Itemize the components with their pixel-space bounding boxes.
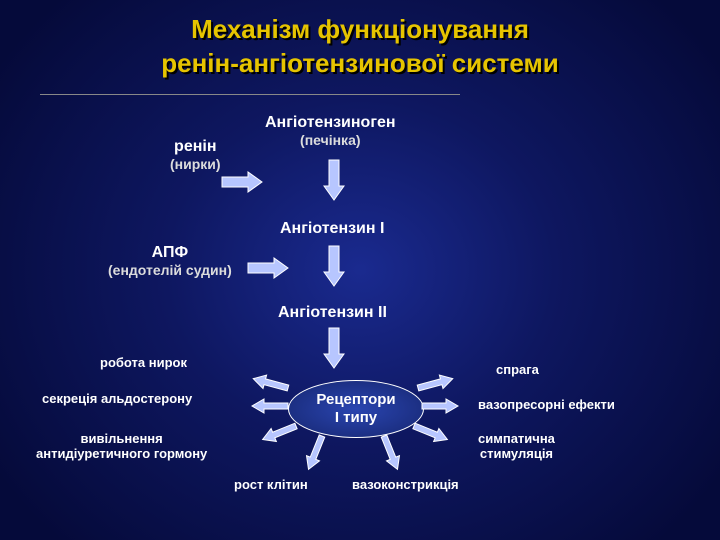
effect-thirst: спрага <box>496 363 539 378</box>
label-renin: ренін (нирки) <box>170 138 221 175</box>
apf-sub: (ендотелій судин) <box>108 262 232 278</box>
effect-vasopressor: вазопресорні ефекти <box>478 398 615 413</box>
renin-sub: (нирки) <box>170 156 221 172</box>
slide: Механізм функціонування ренін-ангіотензи… <box>0 0 720 540</box>
renin-main: ренін <box>174 138 216 155</box>
effect-adh-l1: вивільнення <box>81 431 163 446</box>
effect-adh-l2: антидіуретичного гормону <box>36 446 207 461</box>
title-divider <box>40 94 460 95</box>
title-line-1: Механізм функціонування <box>0 14 720 45</box>
effect-aldosterone: секреція альдостерону <box>42 392 192 407</box>
angiotensinogen-sub: (печінка) <box>300 132 360 148</box>
label-ang1: Ангіотензин І <box>280 220 384 238</box>
receptor-line2: І типу <box>335 409 377 426</box>
effect-sym-l1: симпатична <box>478 431 555 446</box>
effect-sym-l2: стимуляція <box>480 446 553 461</box>
label-angiotensinogen: Ангіотензиноген (печінка) <box>265 114 396 151</box>
angiotensinogen-main: Ангіотензиноген <box>265 114 396 131</box>
label-ang2: Ангіотензин ІІ <box>278 304 387 322</box>
receptor-ellipse: Рецептори І типу <box>288 380 424 438</box>
effect-cellgrowth: рост клітин <box>234 478 308 493</box>
effect-kidney: робота нирок <box>100 356 187 371</box>
receptor-line1: Рецептори <box>316 391 395 408</box>
label-apf: АПФ (ендотелій судин) <box>108 244 232 281</box>
effect-vasoconstriction: вазоконстрикція <box>352 478 459 493</box>
apf-main: АПФ <box>152 244 189 261</box>
effect-adh: вивільнення антидіуретичного гормону <box>36 432 207 462</box>
effect-sympathetic: симпатична стимуляція <box>478 432 555 462</box>
title-line-2: ренін-ангіотензинової системи <box>0 48 720 79</box>
